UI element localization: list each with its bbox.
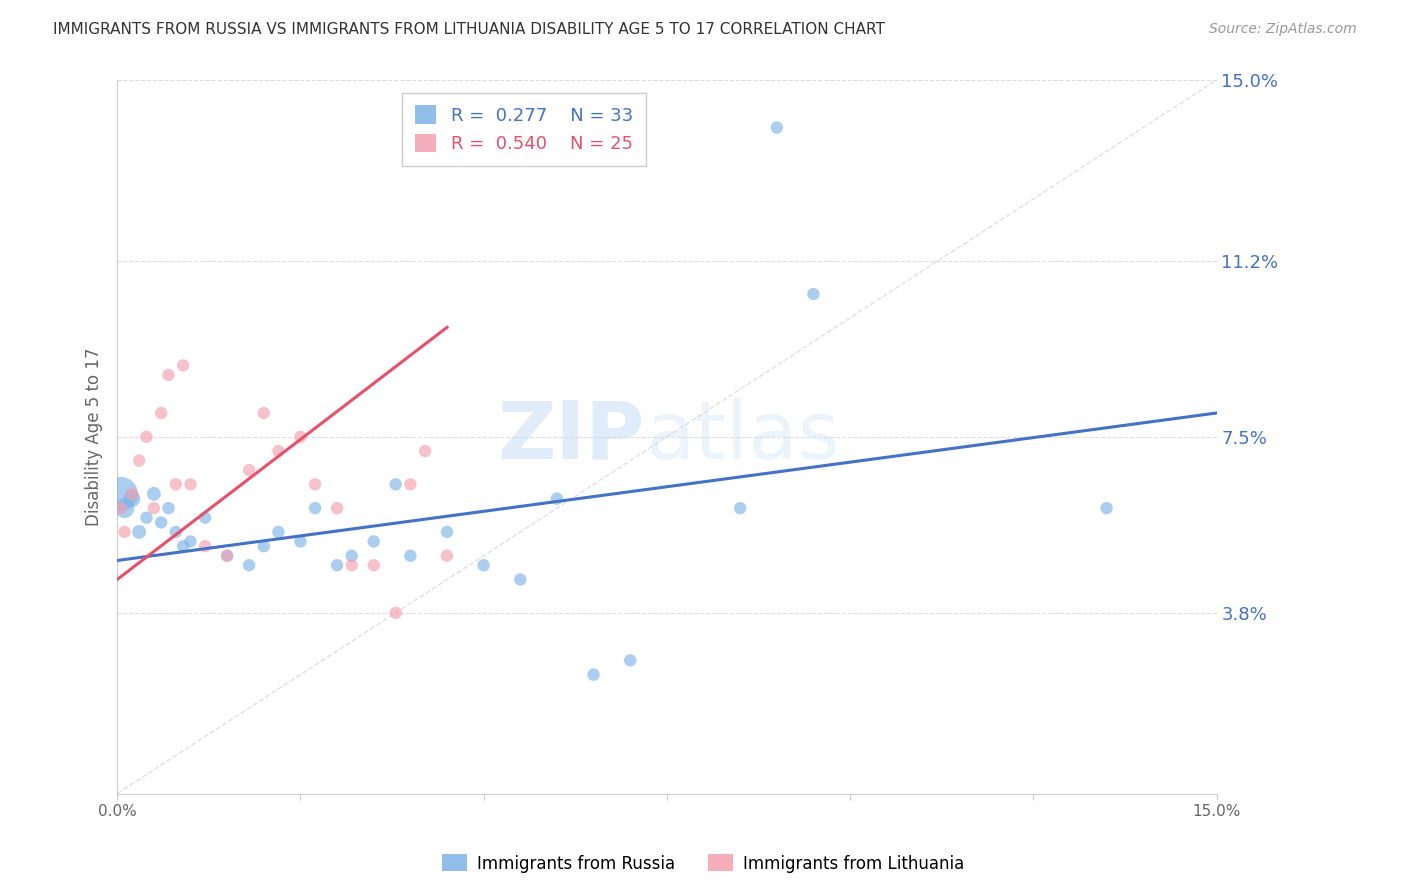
- Point: [172, 539, 194, 553]
- Point: [304, 477, 326, 491]
- Point: [267, 524, 290, 539]
- Point: [238, 558, 260, 573]
- Point: [157, 501, 180, 516]
- Point: [363, 534, 385, 549]
- Point: [194, 510, 217, 524]
- Point: [217, 549, 239, 563]
- Point: [472, 558, 495, 573]
- Point: [238, 463, 260, 477]
- Point: [135, 510, 157, 524]
- Point: [110, 501, 132, 516]
- Point: [142, 487, 165, 501]
- Point: [399, 549, 422, 563]
- Point: [399, 477, 422, 491]
- Point: [326, 558, 349, 573]
- Y-axis label: Disability Age 5 to 17: Disability Age 5 to 17: [86, 348, 103, 526]
- Point: [326, 501, 349, 516]
- Point: [619, 653, 641, 667]
- Point: [150, 406, 173, 420]
- Point: [384, 606, 406, 620]
- Point: [803, 287, 825, 301]
- Point: [253, 539, 276, 553]
- Point: [340, 549, 363, 563]
- Point: [128, 524, 150, 539]
- Point: [165, 524, 187, 539]
- Point: [384, 477, 406, 491]
- Point: [165, 477, 187, 491]
- Legend: R =  0.277    N = 33, R =  0.540    N = 25: R = 0.277 N = 33, R = 0.540 N = 25: [402, 93, 645, 166]
- Point: [128, 453, 150, 467]
- Point: [363, 558, 385, 573]
- Point: [114, 524, 136, 539]
- Point: [304, 501, 326, 516]
- Point: [1095, 501, 1118, 516]
- Point: [217, 549, 239, 563]
- Point: [253, 406, 276, 420]
- Point: [546, 491, 568, 506]
- Point: [290, 430, 312, 444]
- Text: atlas: atlas: [645, 398, 839, 475]
- Point: [436, 524, 458, 539]
- Point: [194, 539, 217, 553]
- Point: [179, 477, 201, 491]
- Legend: Immigrants from Russia, Immigrants from Lithuania: Immigrants from Russia, Immigrants from …: [434, 847, 972, 880]
- Point: [157, 368, 180, 382]
- Point: [121, 487, 143, 501]
- Point: [290, 534, 312, 549]
- Text: IMMIGRANTS FROM RUSSIA VS IMMIGRANTS FROM LITHUANIA DISABILITY AGE 5 TO 17 CORRE: IMMIGRANTS FROM RUSSIA VS IMMIGRANTS FRO…: [53, 22, 886, 37]
- Text: ZIP: ZIP: [498, 398, 645, 475]
- Point: [413, 444, 436, 458]
- Point: [135, 430, 157, 444]
- Point: [436, 549, 458, 563]
- Point: [142, 501, 165, 516]
- Point: [150, 516, 173, 530]
- Point: [110, 487, 132, 501]
- Point: [765, 120, 787, 135]
- Point: [121, 491, 143, 506]
- Point: [340, 558, 363, 573]
- Point: [114, 501, 136, 516]
- Point: [172, 359, 194, 373]
- Point: [179, 534, 201, 549]
- Point: [267, 444, 290, 458]
- Point: [728, 501, 751, 516]
- Point: [582, 667, 605, 681]
- Point: [509, 573, 531, 587]
- Text: Source: ZipAtlas.com: Source: ZipAtlas.com: [1209, 22, 1357, 37]
